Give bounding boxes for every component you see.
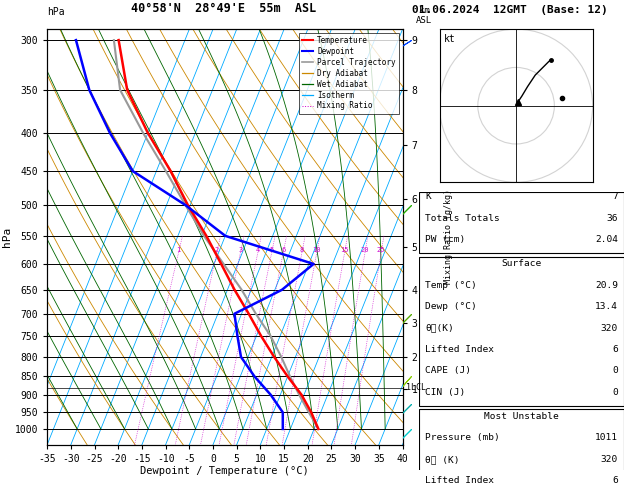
Text: 320: 320	[601, 324, 618, 333]
Text: θᴄ(K): θᴄ(K)	[425, 324, 454, 333]
Bar	[419, 409, 624, 486]
Bar	[419, 192, 624, 254]
Text: 15: 15	[340, 247, 348, 253]
Text: 20: 20	[360, 247, 369, 253]
Text: 1011: 1011	[595, 434, 618, 442]
Legend: Temperature, Dewpoint, Parcel Trajectory, Dry Adiabat, Wet Adiabat, Isotherm, Mi: Temperature, Dewpoint, Parcel Trajectory…	[299, 33, 399, 114]
Text: 1: 1	[176, 247, 181, 253]
Text: kt: kt	[444, 34, 456, 44]
Text: Lifted Index: Lifted Index	[425, 476, 494, 486]
Text: Mixing Ratio (g/kg): Mixing Ratio (g/kg)	[444, 190, 454, 284]
Text: Lifted Index: Lifted Index	[425, 345, 494, 354]
Text: PW (cm): PW (cm)	[425, 235, 465, 244]
Text: 3: 3	[238, 247, 243, 253]
Text: 36: 36	[606, 214, 618, 223]
Text: Dewp (°C): Dewp (°C)	[425, 302, 477, 311]
Text: 8: 8	[299, 247, 304, 253]
Text: 6: 6	[281, 247, 286, 253]
Text: 2: 2	[214, 247, 219, 253]
Text: 0: 0	[612, 366, 618, 376]
Text: θᴄ (K): θᴄ (K)	[425, 455, 460, 464]
X-axis label: Dewpoint / Temperature (°C): Dewpoint / Temperature (°C)	[140, 467, 309, 476]
Text: Most Unstable: Most Unstable	[484, 412, 559, 421]
Text: 320: 320	[601, 455, 618, 464]
Text: 01.06.2024  12GMT  (Base: 12): 01.06.2024 12GMT (Base: 12)	[412, 4, 608, 15]
Text: K: K	[425, 192, 431, 202]
Text: 25: 25	[377, 247, 386, 253]
Text: 6: 6	[612, 345, 618, 354]
Text: 20.9: 20.9	[595, 281, 618, 290]
Text: 4: 4	[255, 247, 260, 253]
Text: km
ASL: km ASL	[416, 6, 432, 25]
Text: 7: 7	[612, 192, 618, 202]
Text: hPa: hPa	[47, 7, 65, 17]
Text: Temp (°C): Temp (°C)	[425, 281, 477, 290]
Text: 10: 10	[313, 247, 321, 253]
Text: Pressure (mb): Pressure (mb)	[425, 434, 500, 442]
Text: 2.04: 2.04	[595, 235, 618, 244]
Y-axis label: hPa: hPa	[2, 227, 12, 247]
Text: 6: 6	[612, 476, 618, 486]
Text: 0: 0	[612, 388, 618, 397]
Bar	[419, 257, 624, 406]
Text: CAPE (J): CAPE (J)	[425, 366, 471, 376]
Text: 5: 5	[269, 247, 274, 253]
Text: 13.4: 13.4	[595, 302, 618, 311]
Text: Surface: Surface	[501, 260, 542, 268]
Text: 40°58'N  28°49'E  55m  ASL: 40°58'N 28°49'E 55m ASL	[131, 1, 316, 15]
Text: CIN (J): CIN (J)	[425, 388, 465, 397]
Text: Totals Totals: Totals Totals	[425, 214, 500, 223]
Text: 1LCL: 1LCL	[406, 383, 426, 392]
